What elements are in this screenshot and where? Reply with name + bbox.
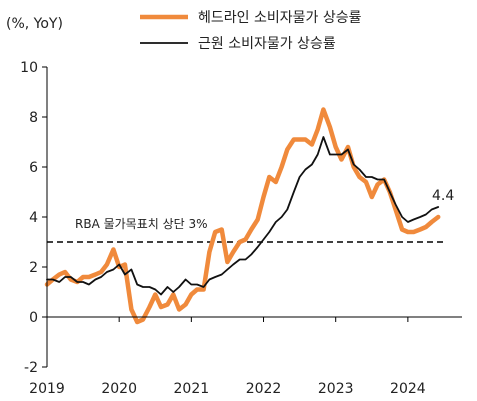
y-tick-label: -2	[24, 360, 38, 376]
series-line-headline	[44, 107, 441, 325]
y-tick-label: 2	[29, 260, 38, 276]
y-tick-label: 8	[29, 110, 38, 126]
series-line-core	[46, 136, 440, 296]
legend-label-core: 근원 소비자물가 상승률	[198, 36, 336, 52]
legend: 헤드라인 소비자물가 상승률 근원 소비자물가 상승률	[140, 10, 362, 52]
x-tick-label: 2020	[101, 381, 137, 397]
x-tick-label: 2022	[246, 381, 282, 397]
y-tick-label: 6	[29, 160, 38, 176]
y-tick-label: 10	[20, 60, 38, 76]
y-tick-label: 4	[29, 210, 38, 226]
end-value-label: 4.4	[432, 188, 454, 204]
x-tick-label: 2023	[318, 381, 354, 397]
y-tick-label: 0	[29, 310, 38, 326]
y-axis-ticks: -2 0 2 4 6 8 10	[20, 60, 47, 376]
x-axis-ticks: 2019 2020 2021 2022 2023 2024	[29, 317, 426, 397]
series-layer	[44, 107, 441, 325]
x-tick-label: 2021	[174, 381, 210, 397]
x-tick-label: 2024	[390, 381, 426, 397]
legend-label-headline: 헤드라인 소비자물가 상승률	[198, 10, 362, 26]
y-unit-label: (%, YoY)	[6, 16, 63, 32]
reference-line-label: RBA 물가목표치 상단 3%	[75, 217, 208, 231]
x-tick-label: 2019	[29, 381, 65, 397]
